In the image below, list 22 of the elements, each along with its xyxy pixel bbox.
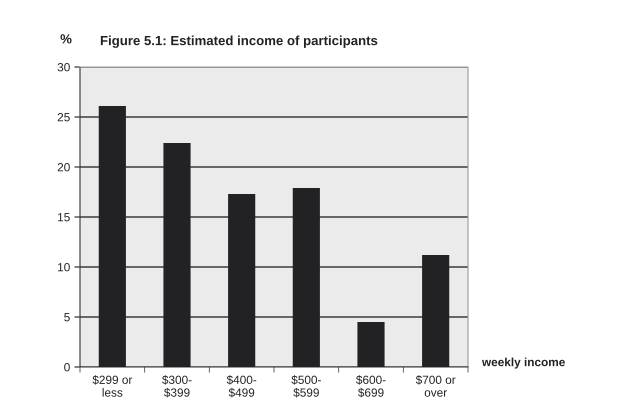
bar	[228, 194, 256, 367]
bar	[163, 143, 191, 367]
y-tick-label: 20	[58, 163, 70, 172]
y-tick-label: 0	[64, 363, 70, 372]
bar	[98, 106, 126, 367]
bar	[292, 188, 320, 367]
x-tick-label: $400- $499	[226, 375, 256, 398]
x-tick-label: $700 or over	[416, 375, 456, 397]
bar	[357, 322, 385, 367]
x-tick-label: $600- $699	[356, 375, 386, 398]
y-tick-label: 5	[64, 313, 70, 322]
y-tick-label: 25	[58, 113, 70, 122]
x-tick-label: $500- $599	[291, 375, 321, 398]
bar	[422, 255, 450, 367]
chart-title: Figure 5.1: Estimated income of participants	[100, 36, 378, 48]
y-axis-title: %	[60, 34, 72, 44]
y-tick-label: 15	[58, 213, 70, 222]
x-tick-label: $299 or less	[92, 375, 132, 397]
x-axis-title: weekly income	[482, 358, 565, 369]
x-tick-label: $300- $399	[162, 375, 192, 398]
y-tick-label: 10	[58, 263, 70, 272]
y-tick-label: 30	[58, 63, 70, 72]
